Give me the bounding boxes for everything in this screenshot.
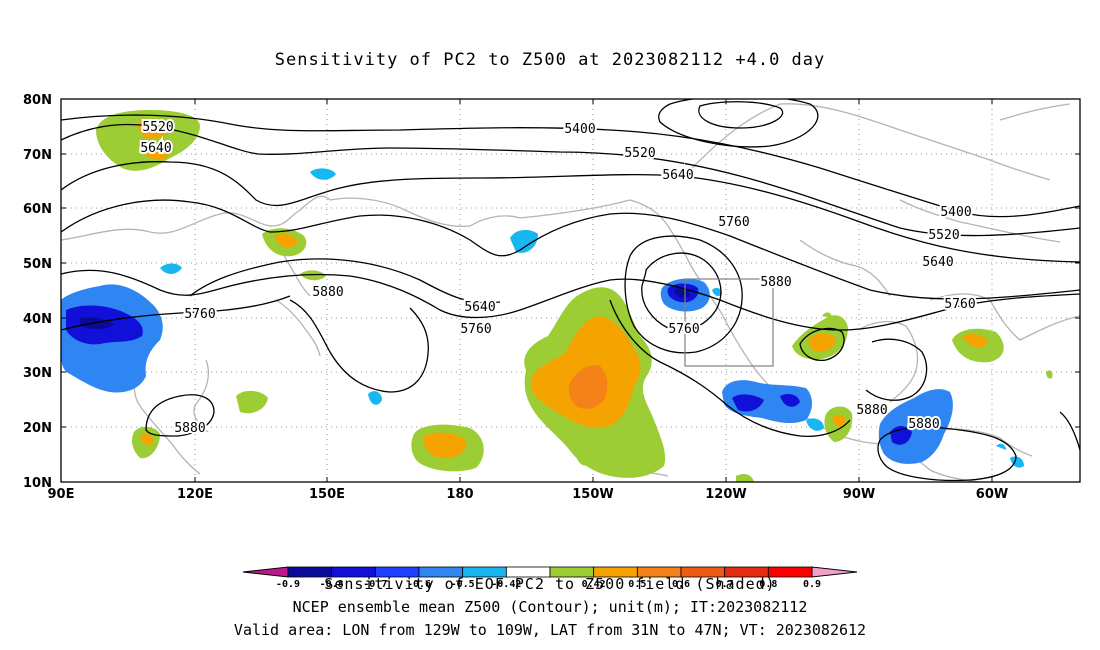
contour-label: 5640 [464,300,495,315]
lon-label: 90E [48,487,75,502]
contour-5640-ridge [189,258,501,304]
contour-label: 5400 [564,122,595,137]
contour-label: 5640 [662,168,693,183]
colorbar-tick-label: -0.6 [407,579,431,590]
lon-label: 150E [309,487,345,502]
contour-5760 [61,199,1080,300]
colorbar-tick-label: -0.42 [491,579,521,590]
contour-low-130w [641,252,722,331]
colorbar-segment [811,566,858,578]
contour-label: 5880 [760,275,791,290]
contour-5640 [61,161,1080,263]
contour-label: 5520 [142,120,173,135]
contour-label: 5880 [856,403,887,418]
footer-caption-contour: NCEP ensemble mean Z500 (Contour); unit(… [292,598,808,616]
contour-label: 5880 [312,285,343,300]
colorbar-labels: -0.9 -0.8 -0.7 -0.6 -0.5 -0.42 0.42 0.5 0.6 0.7 0.… [276,579,821,590]
contour-label: 5760 [668,322,699,337]
contour-5880-carib [877,426,1017,482]
contour-label: 5880 [908,417,939,432]
contour-label: 5760 [944,297,975,312]
contour-5880 [61,269,1080,331]
lon-label: 120E [177,487,213,502]
lon-label: 120W [705,487,746,502]
contour-label: 5880 [174,421,205,436]
shade-neg-caribbean [878,389,953,464]
footer-caption-valid-area: Valid area: LON from 129W to 109W, LAT f… [233,621,867,639]
lon-tick-labels: 90E 120E 150E 180 150W 120W 90W 60W [48,487,1009,502]
contour-label: 5760 [460,322,491,337]
lat-label: 50N [23,257,52,272]
contour-5880-pacific [289,299,429,393]
colorbar-tick-label: 0.5 [628,579,646,590]
contour-5880-gulf [799,327,845,362]
lat-label: 60N [23,202,52,217]
colorbar-tick-label: 0.9 [803,579,821,590]
lat-label: 70N [23,148,52,163]
contour-5400 [61,114,1080,218]
contour-label: 5760 [184,307,215,322]
contour-label: 5760 [718,215,749,230]
colorbar [242,566,858,578]
lat-label: 40N [23,312,52,327]
valid-area-box [684,278,774,367]
lat-label: 20N [23,421,52,436]
contour-label: 5400 [940,205,971,220]
lon-label: 90W [843,487,875,502]
map-title: Sensitivity of PC2 to Z500 at 2023082112… [274,50,826,70]
lat-label: 10N [23,476,52,491]
lon-label: 180 [446,487,473,502]
contour-5520 [61,123,1080,237]
colorbar-tick-label: -0.7 [363,579,387,590]
footer-caption-shading: Sensitivity of EOF PC2 to Z500 field (Sh… [324,575,776,593]
contour-label: 5520 [624,146,655,161]
colorbar-tick-label: 0.6 [672,579,690,590]
lat-label: 80N [23,93,52,108]
z500-contours [61,99,1080,482]
contour-5760-asia [61,295,291,331]
colorbar-tick-label: 0.8 [759,579,777,590]
map-frame [60,98,1081,483]
colorbar-tick-label: 0.7 [716,579,734,590]
colorbar-tick-label: 0.42 [582,579,606,590]
contour-label: 5640 [922,255,953,270]
sensitivity-shading [61,110,1053,482]
colorbar-tick-label: -0.5 [451,579,475,590]
contour-label: 5640 [140,141,171,156]
lon-label: 150W [572,487,613,502]
lat-label: 30N [23,366,52,381]
contour-label: 5520 [928,228,959,243]
lat-tick-labels: 80N 70N 60N 50N 40N 30N 20N 10N [23,93,52,491]
colorbar-tick-label: -0.9 [276,579,300,590]
lon-label: 60W [976,487,1008,502]
map-plot-area [61,99,1080,482]
colorbar-tick-label: -0.8 [320,579,344,590]
contour-label-group: 5520 5640 5400 5520 5640 5760 5880 5400 … [138,118,977,438]
tick-marks [61,98,1080,482]
